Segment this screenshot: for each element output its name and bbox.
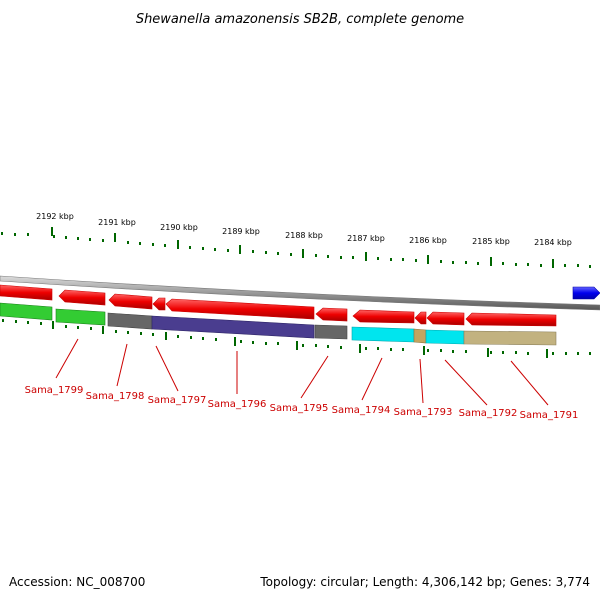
gene-label[interactable]: Sama_1795 — [270, 403, 329, 414]
gene-label[interactable]: Sama_1791 — [520, 410, 579, 421]
map-title: Shewanella amazonensis SB2B, complete ge… — [136, 12, 464, 27]
cog-bars — [0, 302, 557, 346]
cog-bar-gray — [314, 324, 348, 340]
ruler-label: 2190 kbp — [160, 223, 198, 232]
gene-label[interactable]: Sama_1794 — [332, 405, 391, 416]
gene-label-leaders — [55, 338, 549, 406]
top-ruler-major-ticks — [51, 227, 554, 268]
bottom-ruler-minor-ticks — [2, 319, 591, 355]
gene-arrows-reverse — [0, 284, 557, 327]
cog-bar-cyan — [351, 326, 415, 343]
cog-bar-cyan — [425, 329, 465, 345]
gene-label[interactable]: Sama_1792 — [459, 408, 518, 419]
ruler-labels: 2192 kbp 2191 kbp 2190 kbp 2189 kbp 2188… — [36, 212, 572, 247]
gene-arrow[interactable] — [0, 284, 53, 301]
gene-arrow[interactable] — [352, 309, 415, 324]
gene-label[interactable]: Sama_1793 — [394, 407, 453, 418]
cog-bar-gray — [107, 312, 153, 330]
gene-arrow[interactable] — [152, 297, 166, 311]
gene-arrow[interactable] — [315, 307, 348, 322]
cog-bar-green — [0, 302, 53, 321]
gene-arrow[interactable] — [465, 312, 557, 327]
ruler-label: 2184 kbp — [534, 238, 572, 247]
cog-bar-tan — [413, 328, 427, 344]
ruler-label: 2188 kbp — [285, 231, 323, 240]
cog-bar-tan — [463, 330, 557, 346]
gene-arrow[interactable] — [414, 311, 427, 325]
genome-backbone — [0, 275, 600, 311]
ruler-label: 2192 kbp — [36, 212, 74, 221]
gene-arrow[interactable] — [108, 293, 153, 310]
ruler-label: 2185 kbp — [472, 237, 510, 246]
gene-arrow[interactable] — [426, 311, 465, 326]
genome-summary-text: Topology: circular; Length: 4,306,142 bp… — [259, 575, 590, 589]
ruler-label: 2191 kbp — [98, 218, 136, 227]
gene-label[interactable]: Sama_1798 — [86, 391, 145, 402]
cog-bar-green — [55, 308, 106, 326]
ruler-label: 2186 kbp — [409, 236, 447, 245]
gene-label[interactable]: Sama_1796 — [208, 399, 267, 410]
bottom-ruler-major-ticks — [52, 321, 548, 358]
accession-text: Accession: NC_008700 — [9, 575, 145, 589]
top-ruler-minor-ticks — [1, 232, 591, 268]
ruler-label: 2189 kbp — [222, 227, 260, 236]
gene-arrow[interactable] — [58, 289, 106, 306]
ruler-label: 2187 kbp — [347, 234, 385, 243]
gene-label[interactable]: Sama_1797 — [148, 395, 207, 406]
gene-label[interactable]: Sama_1799 — [25, 385, 84, 396]
cog-bar-purple — [151, 315, 315, 339]
gene-labels: Sama_1799 Sama_1798 Sama_1797 Sama_1796 … — [25, 385, 579, 421]
gene-arrow-forward[interactable] — [572, 286, 600, 300]
gene-arrow[interactable] — [165, 298, 315, 320]
